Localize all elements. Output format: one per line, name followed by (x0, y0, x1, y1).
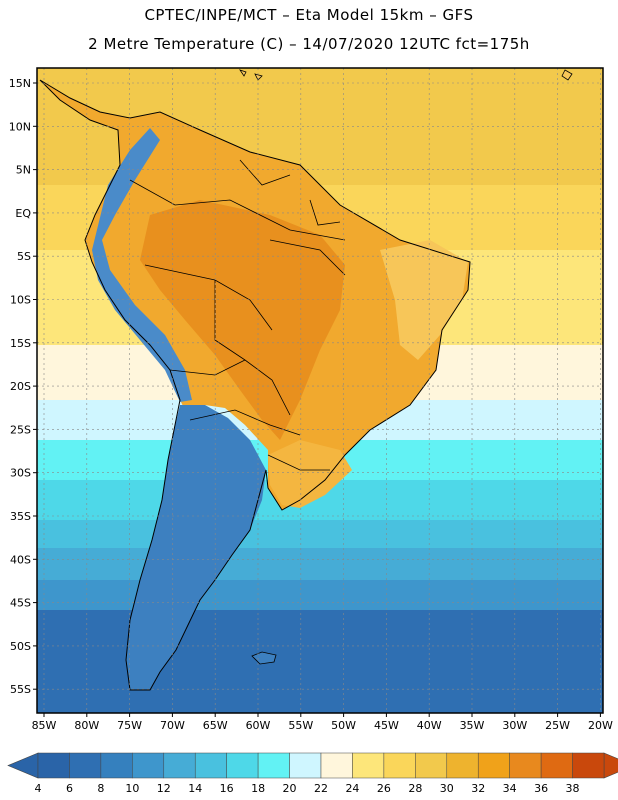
colorbar-swatch (257, 752, 290, 779)
lon-label: 35W (460, 719, 485, 732)
colorbar-label: 8 (97, 782, 104, 795)
colorbar-label: 26 (377, 782, 391, 795)
colorbar-swatch (415, 752, 448, 779)
colorbar-swatch (477, 752, 510, 779)
lon-label: 70W (160, 719, 185, 732)
colorbar-label: 24 (345, 782, 359, 795)
colorbar-label: 14 (188, 782, 202, 795)
latitude-axis: 15N 10N 5N EQ 5S 10S 15S 20S 25S 30S 35S 40S 45S 50S 5… (9, 77, 37, 696)
lat-label: 40S (10, 553, 31, 566)
colorbar-swatch (352, 752, 385, 779)
lat-label: 55S (10, 683, 31, 696)
lon-label: 80W (74, 719, 99, 732)
colorbar-label: 22 (314, 782, 328, 795)
northeast-mild-region (380, 240, 468, 360)
lon-label: 60W (246, 719, 271, 732)
colorbar-swatch (100, 752, 133, 779)
colorbar-high-arrow (603, 752, 618, 779)
lat-label: 15S (10, 337, 31, 350)
andes-cold-strip (92, 128, 192, 402)
colorbar-swatch (226, 752, 259, 779)
colorbar-swatch (446, 752, 479, 779)
lat-label: 5N (16, 164, 31, 177)
lat-label: 20S (10, 380, 31, 393)
colorbar-label: 38 (566, 782, 580, 795)
colorbar-swatch (509, 752, 542, 779)
ocean-band-8 (37, 610, 603, 713)
lat-label: 25S (10, 423, 31, 436)
lat-label: 45S (10, 597, 31, 610)
colorbar-low-arrow (7, 752, 39, 779)
colorbar-label: 28 (408, 782, 422, 795)
colorbar-swatch (320, 752, 353, 779)
colorbar-swatch (194, 752, 227, 779)
colorbar-swatch (540, 752, 573, 779)
lat-label: 15N (9, 77, 31, 90)
lat-label: EQ (15, 207, 31, 220)
colorbar-swatch (289, 752, 322, 779)
lon-label: 65W (203, 719, 228, 732)
lon-label: 75W (117, 719, 142, 732)
ocean-band-14 (37, 520, 603, 548)
colorbar-swatch (163, 752, 196, 779)
colorbar-label: 20 (283, 782, 297, 795)
lon-label: 40W (417, 719, 442, 732)
colorbar-label: 16 (220, 782, 234, 795)
lat-label: 10N (9, 120, 31, 133)
ocean-band-12 (37, 548, 603, 580)
lon-label: 45W (374, 719, 399, 732)
hot-interior-region (140, 200, 345, 440)
lat-label: 35S (10, 510, 31, 523)
colorbar-swatch (37, 752, 70, 779)
longitude-axis: 85W 80W 75W 70W 65W 60W 55W 50W 45W 40W 35W 30W 25W 2… (32, 713, 613, 732)
ocean-band-10 (37, 580, 603, 610)
colorbar-label: 34 (503, 782, 517, 795)
chart-title-line2: 2 Metre Temperature (C) – 14/07/2020 12U… (88, 35, 530, 53)
colorbar-label: 6 (66, 782, 73, 795)
colorbar-swatch (69, 752, 102, 779)
map-plot-area (37, 68, 603, 713)
coastline (39, 79, 471, 691)
colorbar-label: 10 (125, 782, 139, 795)
colorbar-label: 12 (157, 782, 171, 795)
map-frame (36, 67, 604, 714)
colorbar-label: 30 (440, 782, 454, 795)
lon-label: 20W (588, 719, 613, 732)
colorbar-label: 36 (534, 782, 548, 795)
patagonia-region (126, 405, 266, 690)
lon-label: 25W (545, 719, 570, 732)
colorbar-label: 18 (251, 782, 265, 795)
lat-label: 50S (10, 640, 31, 653)
colorbar-swatch (572, 752, 605, 779)
colorbar-label: 4 (35, 782, 42, 795)
lon-label: 50W (331, 719, 356, 732)
lon-label: 85W (32, 719, 57, 732)
chart-title-line1: CPTEC/INPE/MCT – Eta Model 15km – GFS (144, 6, 474, 24)
southern-cone-region (268, 440, 352, 508)
lon-label: 30W (502, 719, 527, 732)
colorbar-swatch (132, 752, 165, 779)
colorbar-swatch (383, 752, 416, 779)
colorbar-label: 32 (471, 782, 485, 795)
lat-lon-gridlines (37, 68, 603, 713)
caribbean-islands (239, 69, 573, 81)
lon-label: 55W (288, 719, 313, 732)
lat-label: 10S (10, 294, 31, 307)
colorbar: 4 6 8 10 12 14 16 18 20 22 24 26 28 30 32 34 36 38 (7, 752, 618, 795)
lat-label: 5S (17, 250, 31, 263)
lat-label: 30S (10, 467, 31, 480)
